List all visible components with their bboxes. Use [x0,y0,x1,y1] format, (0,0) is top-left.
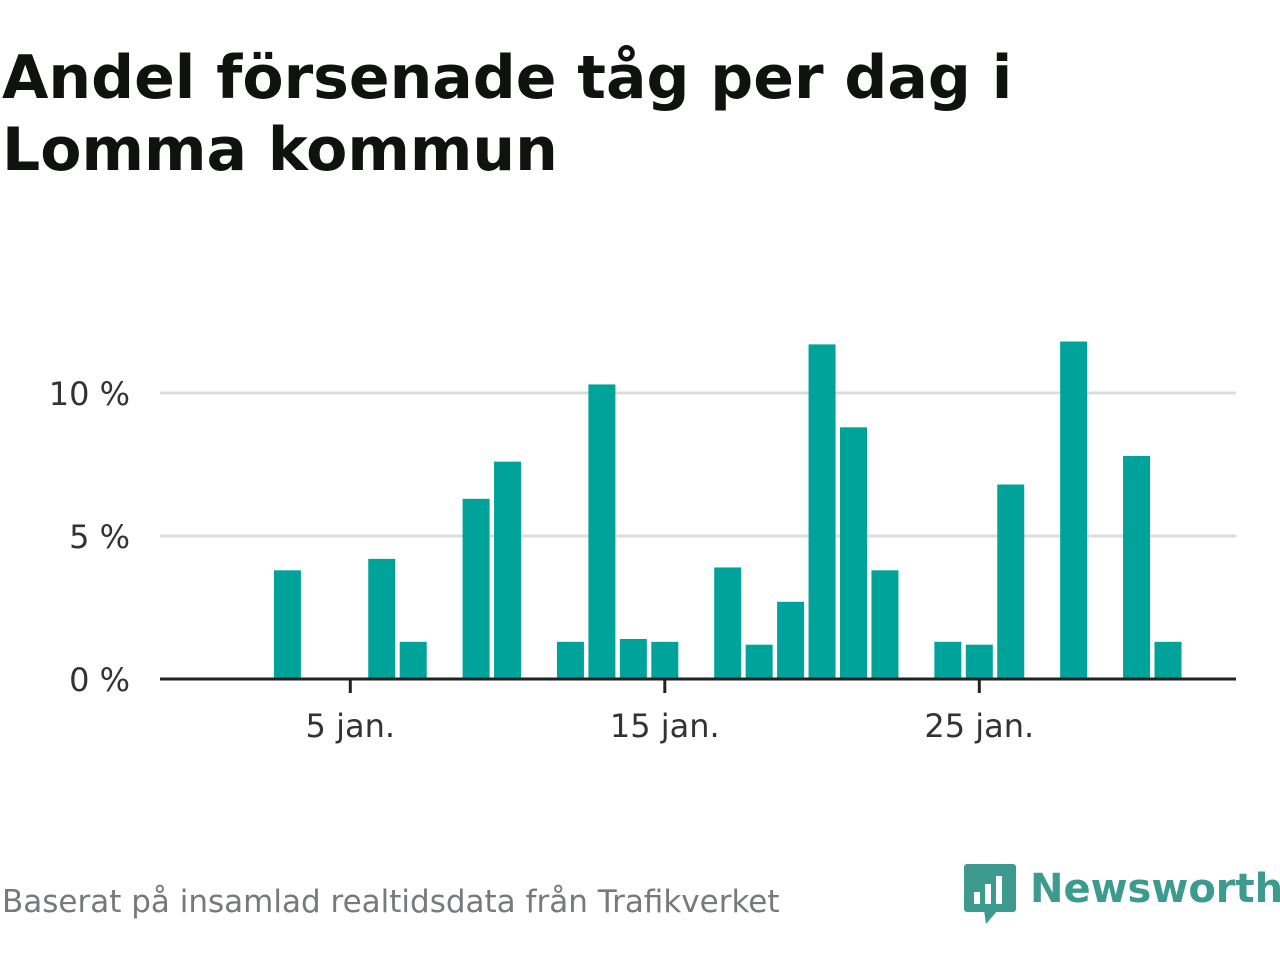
bar-day-21 [840,427,867,679]
bar-chart: 0 % 5 % 10 % 5 jan. 15 jan. 25 jan. [49,341,1236,745]
x-axis [160,677,1236,693]
bar-day-10 [494,461,522,679]
y-tick-label: 0 % [69,661,130,699]
chart-title: Andel försenade tåg per dag i Lomma komm… [2,43,1013,185]
bar-day-24 [934,641,962,679]
bar-day-14 [619,638,647,679]
x-tick-label: 25 jan. [924,707,1034,745]
bar-day-15 [651,641,679,679]
bar-day-13 [588,384,616,679]
bar-day-6 [368,558,396,679]
brand-logo: Newsworthy [964,864,1280,926]
bar-day-3 [273,570,301,679]
bar-day-18 [745,644,773,679]
x-tick-label: 5 jan. [306,707,395,745]
y-axis-tick-labels: 0 % 5 % 10 % [49,375,130,699]
x-axis-tick-labels: 5 jan. 15 jan. 25 jan. [306,707,1035,745]
brand-name: Newsworthy [1030,866,1280,912]
bar-chart-speech-bubble-icon [964,864,1016,924]
x-tick-label: 15 jan. [610,707,720,745]
bar-day-25 [965,644,993,679]
bar-day-7 [399,641,427,679]
bar-day-28 [1060,341,1088,679]
bar-day-31 [1154,641,1182,679]
bar-day-20 [808,344,836,679]
y-tick-label: 5 % [69,518,130,556]
bar-day-9 [462,498,490,679]
y-tick-label: 10 % [49,375,130,413]
bar-day-26 [997,484,1025,679]
bars [273,341,1182,679]
bar-day-30 [1123,455,1151,679]
source-note: Baserat på insamlad realtidsdata från Tr… [2,884,780,920]
bar-day-17 [714,567,742,679]
bar-day-12 [556,641,584,679]
grid-lines [160,391,1236,538]
bar-day-19 [777,601,805,679]
bar-day-22 [871,570,899,679]
